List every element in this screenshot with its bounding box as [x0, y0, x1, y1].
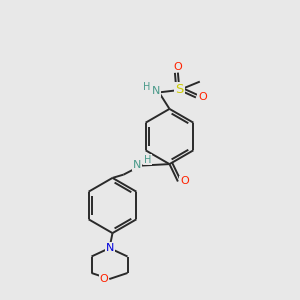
Text: S: S	[175, 83, 184, 97]
Text: N: N	[106, 243, 115, 253]
Text: O: O	[198, 92, 207, 102]
Text: N: N	[152, 86, 160, 97]
Text: H: H	[144, 154, 151, 165]
Text: O: O	[180, 176, 189, 187]
Text: O: O	[100, 274, 109, 284]
Text: H: H	[143, 82, 150, 92]
Text: N: N	[133, 160, 142, 170]
Text: N: N	[106, 243, 115, 253]
Text: O: O	[173, 61, 182, 72]
